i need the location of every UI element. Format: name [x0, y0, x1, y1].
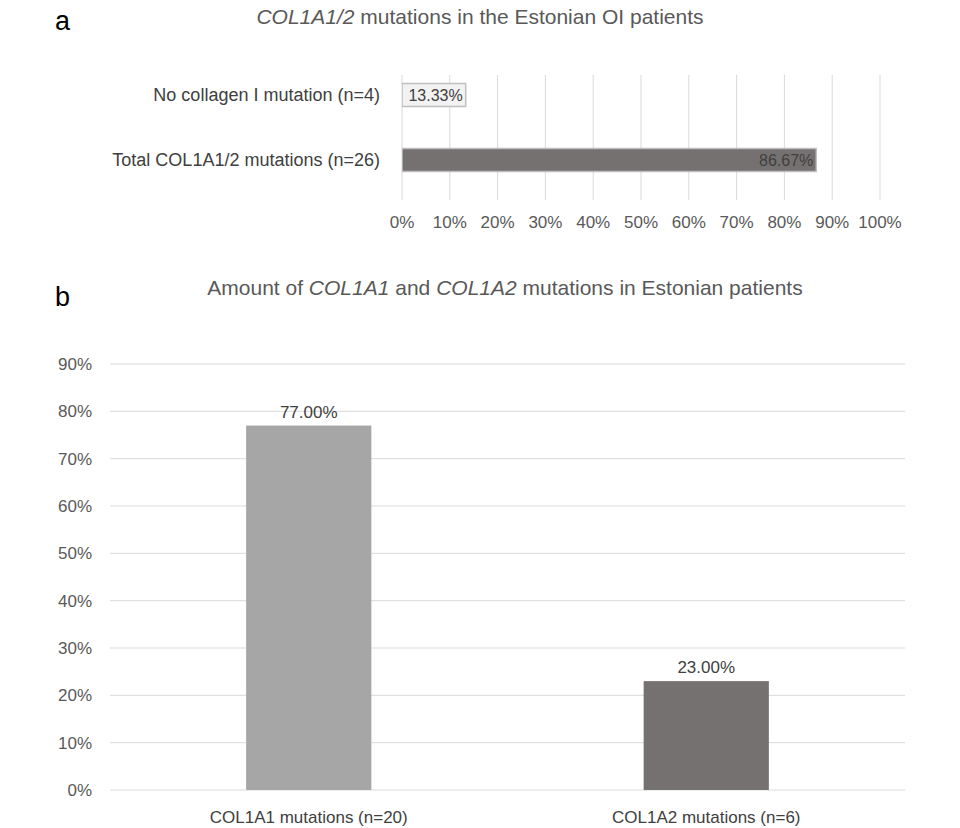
- grid-line: [110, 742, 905, 743]
- grid-line: [641, 75, 642, 200]
- data-label: 23.00%: [677, 658, 735, 677]
- tick-label: 20%: [58, 686, 92, 705]
- grid-line: [497, 75, 498, 200]
- bars: [246, 426, 769, 790]
- tick-label: 100%: [858, 213, 901, 232]
- bars: [402, 84, 816, 172]
- grid-line: [110, 600, 905, 601]
- bar: [246, 426, 371, 790]
- grid-line: [110, 790, 905, 791]
- grid-line: [545, 75, 546, 200]
- tick-label: 60%: [672, 213, 706, 232]
- figure: a COL1A1/2 mutations in the Estonian OI p…: [0, 0, 960, 828]
- tick-label: 10%: [433, 213, 467, 232]
- tick-label: 20%: [481, 213, 515, 232]
- grid-line: [110, 364, 905, 365]
- grid-line: [110, 553, 905, 554]
- grid-line: [593, 75, 594, 200]
- tick-label: 70%: [58, 450, 92, 469]
- bar: [402, 84, 466, 107]
- chart-title: COL1A1/2 mutations in the Estonian OI pa…: [256, 5, 703, 28]
- tick-label: 80%: [58, 402, 92, 421]
- tick-label: 50%: [624, 213, 658, 232]
- grid-line: [784, 75, 785, 200]
- category-label: COL1A2 mutations (n=6): [612, 808, 801, 827]
- category-label: Total COL1A1/2 mutations (n=26): [112, 150, 380, 170]
- bar: [402, 149, 816, 172]
- grid-line: [880, 75, 881, 200]
- bar: [644, 681, 769, 790]
- category-label: COL1A1 mutations (n=20): [210, 808, 408, 827]
- data-label: 86.67%: [759, 152, 813, 169]
- tick-label: 0%: [67, 781, 92, 800]
- grid-line: [110, 411, 905, 412]
- tick-label: 60%: [58, 497, 92, 516]
- panel-label: a: [55, 6, 71, 36]
- tick-label: 40%: [576, 213, 610, 232]
- grid-line: [688, 75, 689, 200]
- tick-label: 0%: [390, 213, 415, 232]
- tick-label: 50%: [58, 544, 92, 563]
- data-label: 13.33%: [408, 87, 462, 104]
- grid-line: [110, 506, 905, 507]
- tick-label: 10%: [58, 734, 92, 753]
- data-label: 77.00%: [280, 403, 338, 422]
- category-label: No collagen I mutation (n=4): [153, 85, 380, 105]
- tick-label: 90%: [815, 213, 849, 232]
- tick-label: 40%: [58, 592, 92, 611]
- panel-label: b: [55, 282, 70, 312]
- tick-label: 30%: [58, 639, 92, 658]
- grid-line: [110, 648, 905, 649]
- grid-line: [110, 458, 905, 459]
- tick-label: 90%: [58, 355, 92, 374]
- tick-label: 30%: [528, 213, 562, 232]
- grid-line: [110, 695, 905, 696]
- chart-title-block: Amount of COL1A1 and COL1A2 mutations in…: [207, 276, 802, 299]
- tick-label: 80%: [767, 213, 801, 232]
- tick-label: 70%: [720, 213, 754, 232]
- grid-line: [832, 75, 833, 200]
- chart-title: Amount of COL1A1 and COL1A2 mutations in…: [207, 276, 802, 299]
- grid-line: [736, 75, 737, 200]
